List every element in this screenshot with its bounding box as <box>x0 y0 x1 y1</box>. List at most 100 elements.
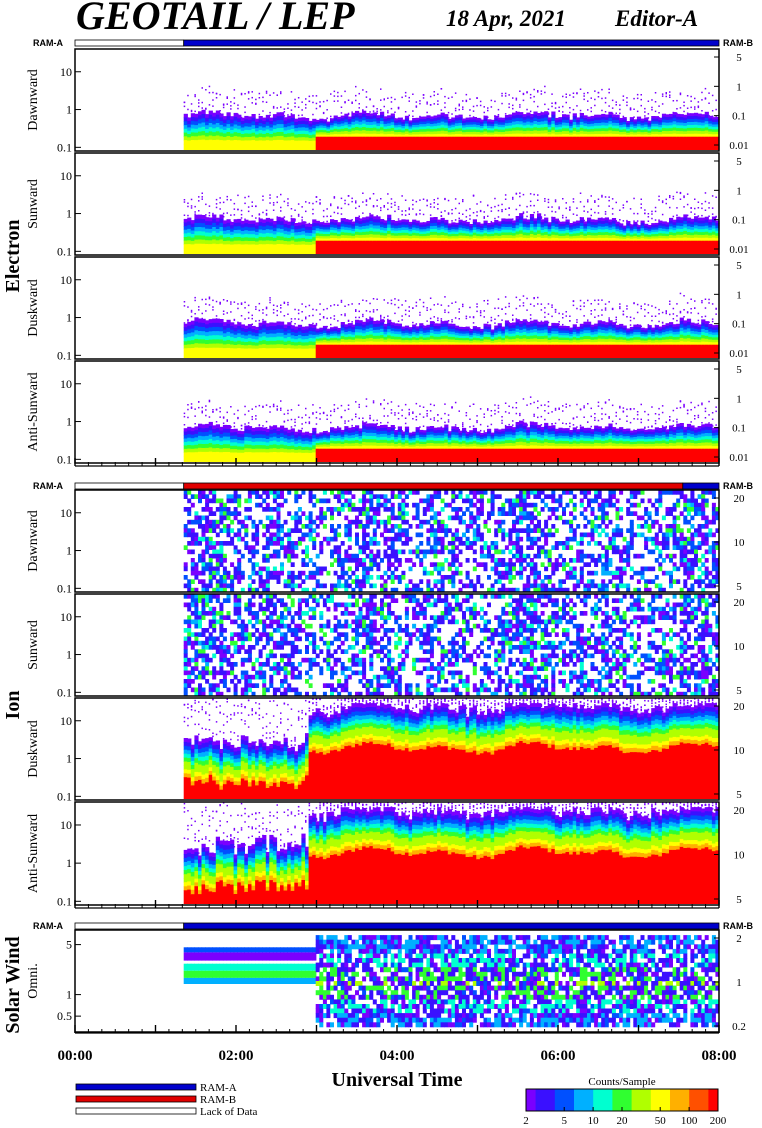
y-right-tick-label: 5 <box>736 581 742 593</box>
y-right-tick-label: 5 <box>736 789 742 801</box>
panel-anti-sunward: Anti-Sunward 0.1 1 10 5 1 0.1 0.01 <box>26 360 749 466</box>
y-tick-label: 10 <box>60 65 72 79</box>
x-axis-title: Universal Time <box>332 1069 463 1091</box>
y-tick-label: 10 <box>60 714 72 728</box>
colorbar-tick-label: 50 <box>655 1115 667 1127</box>
plot-editor: Editor-A <box>614 6 698 31</box>
y-tick-label: 1 <box>66 311 72 325</box>
group-ion: RAM-A RAM-B Ion Dawnward 0.1 1 10 20 10 5 Sunward 0… <box>2 481 753 909</box>
y-right-tick-label: 20 <box>734 597 746 609</box>
y-tick-label: 1 <box>66 415 72 429</box>
colorbar-tick-label: 2 <box>523 1115 529 1127</box>
y-tick-label: 10 <box>60 506 72 520</box>
y-tick-label: 5 <box>66 938 72 952</box>
ram-label-left: RAM-A <box>33 38 63 48</box>
y-right-tick-label: 5 <box>736 685 742 697</box>
group-label: Ion <box>2 691 24 720</box>
legend-label-lack: Lack of Data <box>200 1106 258 1118</box>
y-right-tick-label: 0.01 <box>729 452 748 464</box>
ram-segment-ram_a <box>183 922 720 930</box>
ram-label-left: RAM-A <box>33 921 63 931</box>
plot-title: GEOTAIL / LEP <box>76 0 355 38</box>
group-label: Solar Wind <box>2 936 24 1033</box>
legend-label-ram_a: RAM-A <box>200 1082 237 1094</box>
y-right-tick-label: 5 <box>736 364 742 376</box>
y-right-tick-label: 10 <box>734 641 746 653</box>
panel-anti-sunward: Anti-Sunward 0.1 1 10 20 10 5 <box>26 801 746 908</box>
y-tick-label: 0.1 <box>57 581 72 595</box>
colorbar: Counts/Sample 2 5 10 20 50 100 200 <box>523 1076 727 1127</box>
colorbar-title: Counts/Sample <box>588 1076 655 1088</box>
y-tick-label: 1 <box>66 752 72 766</box>
x-tick-label: 00:00 <box>58 1048 93 1064</box>
y-tick-label: 10 <box>60 610 72 624</box>
group-label: Electron <box>2 220 24 293</box>
ram-segment-ram_a <box>682 482 720 490</box>
panel-label: Sunward <box>26 179 41 229</box>
y-right-tick-label: 10 <box>734 850 746 862</box>
y-right-tick-label: 2 <box>736 933 742 945</box>
plot-date: 18 Apr, 2021 <box>446 6 566 31</box>
x-tick-label: 06:00 <box>541 1048 576 1064</box>
y-right-tick-label: 0.1 <box>732 319 746 331</box>
y-right-tick-label: 5 <box>736 894 742 906</box>
group-electron: RAM-A RAM-B Electron Dawnward 0.1 1 10 5 1 0.1 0.0… <box>2 38 753 467</box>
y-right-tick-label: 5 <box>736 260 742 272</box>
legend-label-ram_b: RAM-B <box>200 1094 236 1106</box>
panel-label: Omni. <box>26 963 41 998</box>
ram-segment-ram_a <box>183 39 720 47</box>
y-right-tick-label: 10 <box>734 745 746 757</box>
legend-swatch-ram_b <box>75 1095 197 1103</box>
y-tick-label: 1 <box>66 856 72 870</box>
panel-duskward: Duskward 0.1 1 10 5 1 0.1 0.01 <box>26 256 749 362</box>
panel-label: Duskward <box>26 720 41 778</box>
y-tick-label: 1 <box>66 207 72 221</box>
y-tick-label: 1 <box>66 103 72 117</box>
panel-label: Dawnward <box>26 69 41 130</box>
panel-label: Duskward <box>26 279 41 337</box>
panel-label: Dawnward <box>26 510 41 571</box>
ram-segment-lack <box>74 39 185 47</box>
colorbar-tick-label: 200 <box>710 1115 727 1127</box>
y-right-tick-label: 1 <box>736 977 742 989</box>
ram-segment-lack <box>74 922 185 930</box>
y-tick-label: 0.1 <box>57 789 72 803</box>
y-right-tick-label: 0.01 <box>729 348 748 360</box>
y-tick-label: 0.1 <box>57 894 72 908</box>
x-tick-label: 08:00 <box>702 1048 737 1064</box>
x-tick-label: 04:00 <box>380 1048 415 1064</box>
y-right-tick-label: 20 <box>734 805 746 817</box>
y-tick-label: 0.1 <box>57 244 72 258</box>
panel-dawnward: Dawnward 0.1 1 10 20 10 5 <box>26 489 746 595</box>
ram-label-right: RAM-B <box>723 481 753 491</box>
y-tick-label: 10 <box>60 377 72 391</box>
ram-label-right: RAM-B <box>723 38 753 48</box>
y-right-tick-label: 0.1 <box>732 423 746 435</box>
y-tick-label: 0.1 <box>57 348 72 362</box>
y-tick-label: 0.1 <box>57 140 72 154</box>
y-tick-label: 10 <box>60 273 72 287</box>
y-right-tick-label: 20 <box>734 493 746 505</box>
y-right-tick-label: 5 <box>736 156 742 168</box>
group-solar-wind: RAM-A RAM-B Solar Wind Omni. 0.5 1 5 2 1 0.2 <box>2 921 753 1034</box>
y-tick-label: 0.1 <box>57 685 72 699</box>
ram-label-right: RAM-B <box>723 921 753 931</box>
y-tick-label: 0.5 <box>57 1009 72 1023</box>
y-right-tick-label: 0.1 <box>732 111 746 123</box>
panel-duskward: Duskward 0.1 1 10 20 10 5 <box>26 697 746 803</box>
y-tick-label: 0.1 <box>57 452 72 466</box>
panel-frame <box>74 697 720 801</box>
panel-dawnward: Dawnward 0.1 1 10 5 1 0.1 0.01 <box>26 48 749 154</box>
panel-sunward: Sunward 0.1 1 10 5 1 0.1 0.01 <box>26 152 749 258</box>
y-right-tick-label: 0.2 <box>732 1021 746 1033</box>
panel-sunward: Sunward 0.1 1 10 20 10 5 <box>26 593 746 699</box>
panel-frame <box>74 48 720 152</box>
legend-swatch-lack <box>75 1107 197 1115</box>
colorbar-tick-label: 100 <box>681 1115 698 1127</box>
ram-segment-lack <box>74 482 185 490</box>
y-right-tick-label: 0.01 <box>729 140 748 152</box>
y-tick-label: 10 <box>60 818 72 832</box>
colorbar-tick-label: 10 <box>588 1115 600 1127</box>
